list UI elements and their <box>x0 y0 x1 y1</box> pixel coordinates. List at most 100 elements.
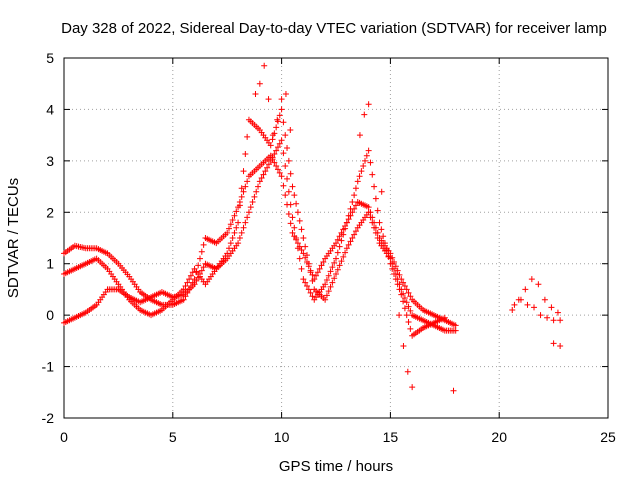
data-point-interp <box>334 266 341 273</box>
data-point-interp <box>403 286 410 293</box>
data-point-interp <box>249 199 256 205</box>
y-tick-label: 5 <box>46 50 54 66</box>
data-point-interp <box>345 241 352 248</box>
data-point-interp <box>244 178 251 185</box>
data-point-interp <box>323 292 330 299</box>
x-tick-label: 20 <box>491 429 507 445</box>
data-point-interp <box>273 163 280 169</box>
data-point <box>333 240 339 247</box>
data-point-interp <box>240 188 247 195</box>
data-point-interp <box>296 255 303 262</box>
data-point <box>557 317 564 324</box>
data-point-interp <box>394 267 401 274</box>
data-point-interp <box>331 275 338 282</box>
data-point <box>550 340 557 347</box>
data-point <box>531 304 538 311</box>
data-point-interp <box>294 240 301 247</box>
data-point-interp <box>363 152 370 159</box>
data-point-interp <box>264 164 271 171</box>
data-point-interp <box>287 220 294 227</box>
x-tick-label: 25 <box>600 429 616 445</box>
series-trace-b <box>61 106 459 334</box>
data-point-interp <box>347 238 354 245</box>
data-point <box>300 250 307 257</box>
data-point-interp <box>186 276 193 283</box>
data-point-interp <box>403 299 410 306</box>
data-point-interp <box>349 235 356 241</box>
data-point <box>554 309 561 316</box>
series-late-burst <box>252 62 416 391</box>
data-point <box>224 229 231 236</box>
data-point-interp <box>303 283 310 289</box>
x-tick-label: 5 <box>169 429 177 445</box>
data-point <box>180 296 187 303</box>
data-point-interp <box>198 248 205 255</box>
data-point-interp <box>309 293 316 300</box>
data-point-interp <box>293 200 300 207</box>
series-isolated <box>378 188 457 394</box>
x-tick-label: 10 <box>274 429 290 445</box>
data-point-interp <box>189 269 196 276</box>
data-point <box>365 101 372 108</box>
data-point <box>387 260 394 267</box>
data-point <box>267 142 274 149</box>
data-point <box>343 245 350 252</box>
data-point-interp <box>356 173 363 180</box>
data-point <box>278 137 285 144</box>
data-point-interp <box>226 245 233 252</box>
data-point-interp <box>349 209 356 216</box>
data-point <box>450 387 457 394</box>
data-point-interp <box>280 119 287 126</box>
data-point <box>398 291 405 298</box>
data-point-interp <box>182 283 189 289</box>
data-point-interp <box>367 214 374 221</box>
data-point-interp <box>318 262 325 269</box>
data-point <box>274 116 281 123</box>
data-point <box>289 214 296 221</box>
data-point-interp <box>227 240 234 247</box>
data-point-interp <box>380 233 387 240</box>
data-point-interp <box>352 228 359 235</box>
data-point-interp <box>238 185 245 192</box>
data-point-interp <box>198 267 205 274</box>
data-point-interp <box>280 182 287 189</box>
data-point-interp <box>187 272 194 279</box>
data-point-interp <box>371 183 378 190</box>
data-point-interp <box>247 204 254 211</box>
data-point <box>235 240 242 247</box>
data-point-interp <box>240 224 247 231</box>
data-point-interp <box>233 208 240 215</box>
data-point-interp <box>362 157 369 164</box>
data-point-interp <box>305 260 312 267</box>
data-point <box>354 178 361 185</box>
data-point-interp <box>195 274 202 281</box>
data-point <box>452 322 459 329</box>
data-point-interp <box>276 169 283 176</box>
data-point-interp <box>352 185 359 192</box>
data-point <box>409 384 416 391</box>
data-point-interp <box>349 199 356 205</box>
data-point-interp <box>331 259 338 266</box>
data-point-interp <box>291 224 298 231</box>
data-point <box>333 255 339 262</box>
data-point <box>289 183 296 190</box>
data-point <box>376 219 383 226</box>
data-point <box>404 368 411 375</box>
data-point-interp <box>274 166 281 173</box>
data-point-interp <box>240 168 247 175</box>
data-point <box>269 132 276 139</box>
data-point-interp <box>334 236 341 243</box>
data-point <box>300 235 307 241</box>
data-point <box>365 204 372 211</box>
data-point-interp <box>291 192 298 199</box>
data-point-interp <box>405 289 412 296</box>
data-point <box>509 307 516 313</box>
data-point-interp <box>369 171 376 178</box>
data-point-interp <box>385 253 392 260</box>
data-point-interp <box>336 262 343 269</box>
data-point <box>361 111 368 118</box>
data-point <box>537 312 544 319</box>
data-point <box>396 312 403 319</box>
data-point-interp <box>226 225 233 232</box>
